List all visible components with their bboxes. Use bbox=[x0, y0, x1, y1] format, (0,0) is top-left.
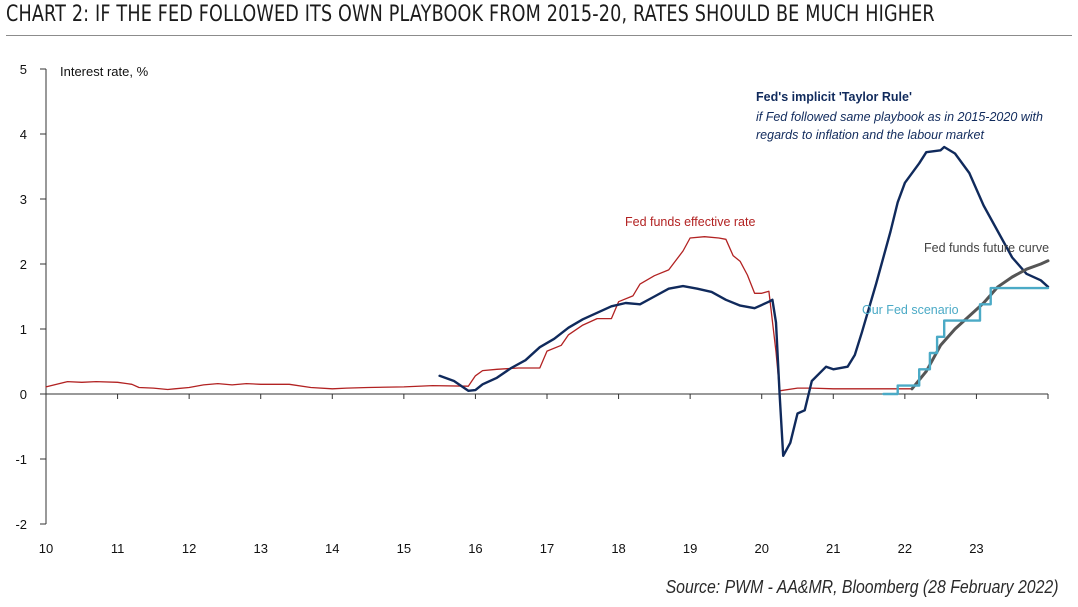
futures-curve-label: Fed funds future curve bbox=[924, 241, 1049, 255]
taylor-rule-subtitle-2: regards to inflation and the labour mark… bbox=[756, 128, 984, 142]
x-tick-label: 22 bbox=[898, 541, 912, 556]
y-axis-label: Interest rate, % bbox=[60, 64, 149, 79]
y-tick-label: 4 bbox=[20, 127, 27, 142]
x-tick-label: 11 bbox=[111, 541, 125, 556]
y-tick-label: 5 bbox=[20, 62, 27, 77]
y-tick-label: 0 bbox=[20, 387, 27, 402]
chart-title: CHART 2: IF THE FED FOLLOWED ITS OWN PLA… bbox=[6, 2, 935, 27]
x-tick-label: 10 bbox=[39, 541, 53, 556]
taylor-rule-series-line bbox=[438, 145, 1050, 457]
x-tick-label: 16 bbox=[468, 541, 482, 556]
x-tick-label: 15 bbox=[397, 541, 411, 556]
title-divider bbox=[6, 35, 1072, 36]
source-note: Source: PWM - AA&MR, Bloomberg (28 Febru… bbox=[665, 577, 1058, 597]
y-tick-label: -2 bbox=[15, 517, 27, 532]
futures-curve-series-line bbox=[910, 259, 1050, 391]
y-tick-label: 3 bbox=[20, 192, 27, 207]
scenario-series-line bbox=[882, 286, 1050, 396]
y-tick-label: 1 bbox=[20, 322, 27, 337]
x-tick-label: 23 bbox=[969, 541, 983, 556]
x-tick-label: 13 bbox=[253, 541, 267, 556]
x-tick-label: 19 bbox=[683, 541, 697, 556]
x-tick-label: 17 bbox=[540, 541, 554, 556]
y-tick-label: -1 bbox=[15, 452, 27, 467]
annotations-group: Interest rate, % Fed's implicit 'Taylor … bbox=[60, 64, 1049, 317]
x-tick-label: 14 bbox=[325, 541, 339, 556]
y-tick-label: 2 bbox=[20, 257, 27, 272]
series-group bbox=[45, 145, 1050, 457]
fed-funds-series-line bbox=[45, 236, 913, 392]
x-tick-label: 18 bbox=[611, 541, 625, 556]
taylor-rule-subtitle-1: if Fed followed same playbook as in 2015… bbox=[756, 110, 1043, 124]
x-tick-label: 20 bbox=[754, 541, 768, 556]
x-tick-label: 21 bbox=[826, 541, 840, 556]
taylor-rule-label: Fed's implicit 'Taylor Rule' bbox=[756, 90, 912, 104]
fed-funds-label: Fed funds effective rate bbox=[625, 215, 755, 229]
scenario-label: Our Fed scenario bbox=[862, 303, 959, 317]
x-tick-label: 12 bbox=[182, 541, 196, 556]
